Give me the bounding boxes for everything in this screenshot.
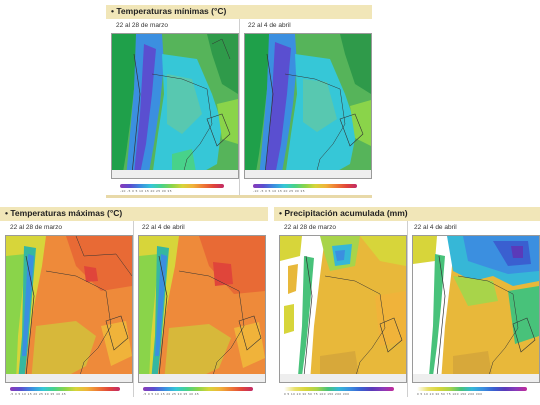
column-label: 22 al 28 de marzo bbox=[284, 224, 337, 231]
map-max-week1 bbox=[5, 235, 133, 383]
panel-title: Precipitación acumulada (mm) bbox=[279, 208, 407, 218]
color-scale bbox=[253, 184, 357, 188]
scale-ticks: -10 -5 0 5 10 15 20 25 30 35 bbox=[253, 189, 305, 193]
column-divider bbox=[407, 221, 408, 397]
map-precip-week2 bbox=[412, 235, 540, 383]
scale-ticks: 0 5 10 20 30 50 75 100 150 200 300 bbox=[284, 392, 350, 396]
column-divider bbox=[239, 19, 240, 195]
panel-header: Temperaturas máximas (°C) bbox=[0, 207, 268, 221]
scale-ticks: -5 0 5 10 15 20 25 30 35 40 45 bbox=[143, 392, 200, 396]
color-scale bbox=[10, 387, 120, 391]
column-label: 22 al 4 de abril bbox=[248, 22, 291, 29]
column-label: 22 al 28 de marzo bbox=[116, 22, 169, 29]
column-label: 22 al 4 de abril bbox=[142, 224, 185, 231]
panel-min-temp: Temperaturas mínimas (°C) 22 al 28 de ma… bbox=[106, 5, 372, 195]
scale-ticks: -10 -5 0 5 10 15 20 25 30 35 bbox=[120, 189, 172, 193]
color-scale bbox=[143, 387, 253, 391]
panel-title: Temperaturas máximas (°C) bbox=[5, 208, 122, 218]
panel-max-temp: Temperaturas máximas (°C) 22 al 28 de ma… bbox=[0, 207, 268, 399]
column-divider bbox=[133, 221, 134, 397]
map-min-week2 bbox=[244, 33, 372, 179]
column-label: 22 al 28 de marzo bbox=[10, 224, 63, 231]
map-max-week2 bbox=[138, 235, 266, 383]
map-min-week1 bbox=[111, 33, 239, 179]
map-precip-week1 bbox=[279, 235, 407, 383]
panel-header: Temperaturas mínimas (°C) bbox=[106, 5, 372, 19]
color-scale bbox=[417, 387, 527, 391]
panel-title: Temperaturas mínimas (°C) bbox=[111, 6, 226, 16]
color-scale bbox=[120, 184, 224, 188]
panel-precip: Precipitación acumulada (mm) 22 al 28 de… bbox=[274, 207, 540, 399]
color-scale bbox=[284, 387, 394, 391]
panel-header: Precipitación acumulada (mm) bbox=[274, 207, 540, 221]
scale-ticks: -5 0 5 10 15 20 25 30 35 40 45 bbox=[10, 392, 67, 396]
scale-ticks: 0 5 10 20 30 50 75 100 150 200 300 bbox=[417, 392, 483, 396]
column-label: 22 al 4 de abril bbox=[414, 224, 457, 231]
panel-shadow bbox=[106, 195, 372, 198]
